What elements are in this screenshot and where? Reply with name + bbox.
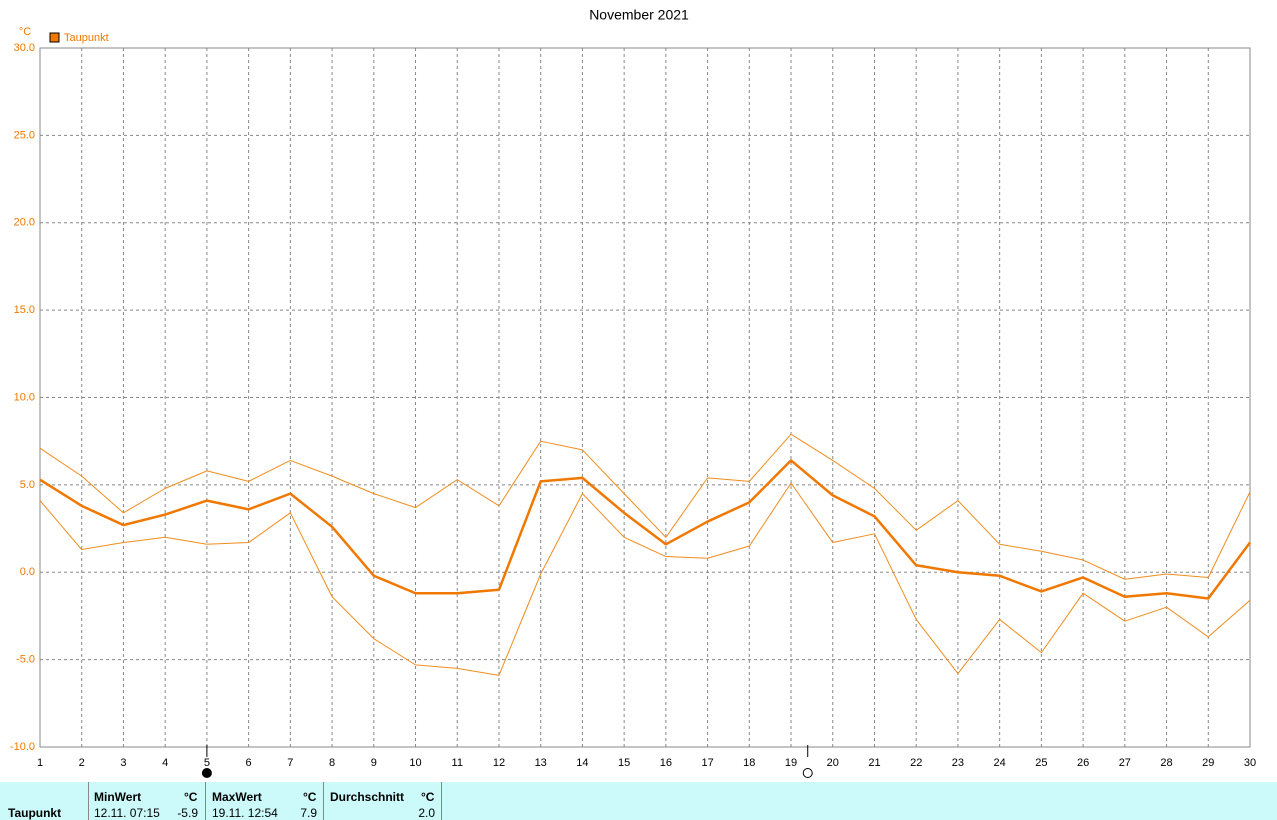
y-tick-label: -10.0 (10, 741, 35, 753)
x-tick-label: 20 (827, 757, 839, 769)
time: 12.11. 07:15 (94, 806, 160, 820)
x-tick-label: 10 (409, 757, 421, 769)
x-tick-label: 14 (576, 757, 588, 769)
x-tick-label: 2 (79, 757, 85, 769)
moon-marker (802, 768, 813, 778)
chart: November 2021 °C -10.0 -5.0 0.0 5.0 10.0 15.0… (10, 7, 1256, 778)
y-tick-label: -5.0 (16, 654, 35, 666)
separator (323, 782, 324, 820)
x-tick-label: 21 (868, 757, 880, 769)
moon-marker (201, 768, 212, 778)
col-unit: °C (303, 790, 317, 804)
x-tick-label: 15 (618, 757, 630, 769)
separator (88, 782, 89, 820)
x-tick-label: 24 (994, 757, 1006, 769)
value: 2.0 (418, 806, 435, 820)
x-tick-label: 29 (1202, 757, 1214, 769)
x-tick-label: 11 (452, 757, 463, 769)
x-tick-label: 1 (37, 757, 43, 769)
row-label: Taupunkt (8, 806, 62, 820)
x-tick-label: 26 (1077, 757, 1089, 769)
separator (205, 782, 206, 820)
y-tick-label: 5.0 (20, 479, 35, 491)
x-tick-label: 18 (743, 757, 755, 769)
x-tick-label: 28 (1160, 757, 1172, 769)
x-tick-label: 16 (660, 757, 672, 769)
x-tick-label: 23 (952, 757, 964, 769)
y-tick-label: 30.0 (14, 42, 35, 54)
x-tick-label: 12 (493, 757, 505, 769)
x-tick-label: 9 (371, 757, 377, 769)
x-tick-label: 30 (1244, 757, 1256, 769)
value: 7.9 (300, 806, 317, 820)
summary-table: Taupunkt MinWert °C 12.11. 07:15 -5.9 Ma… (0, 782, 1277, 820)
chart-title: November 2021 (589, 7, 689, 23)
legend-swatch (49, 32, 60, 43)
col-unit: °C (421, 790, 435, 804)
series-line (39, 482, 1251, 676)
series-line (39, 433, 1251, 580)
x-tick-label: 6 (246, 757, 252, 769)
y-unit: °C (19, 26, 31, 38)
x-tick-label: 17 (701, 757, 713, 769)
plot-border (39, 47, 1251, 748)
col-header: MaxWert (212, 790, 262, 804)
y-tick-label: 0.0 (20, 566, 35, 578)
legend-label: Taupunkt (64, 32, 109, 44)
x-tick-label: 4 (162, 757, 168, 769)
x-tick-label: 25 (1035, 757, 1047, 769)
x-tick-label: 19 (785, 757, 797, 769)
y-tick-label: 20.0 (14, 217, 35, 229)
x-tick-label: 7 (287, 757, 293, 769)
col-header: MinWert (94, 790, 142, 804)
x-tick-label: 3 (120, 757, 126, 769)
y-tick-label: 15.0 (14, 304, 35, 316)
x-tick-label: 22 (910, 757, 922, 769)
y-tick-label: 10.0 (14, 391, 35, 403)
separator (441, 782, 442, 820)
series-line (39, 459, 1252, 600)
value: -5.9 (177, 806, 198, 820)
time: 19.11. 12:54 (212, 806, 278, 820)
col-unit: °C (184, 790, 198, 804)
col-header: Durchschnitt (330, 790, 405, 804)
x-tick-label: 8 (329, 757, 335, 769)
x-tick-label: 5 (204, 757, 210, 769)
x-tick-label: 13 (535, 757, 547, 769)
y-tick-label: 25.0 (14, 129, 35, 141)
x-tick-label: 27 (1119, 757, 1131, 769)
